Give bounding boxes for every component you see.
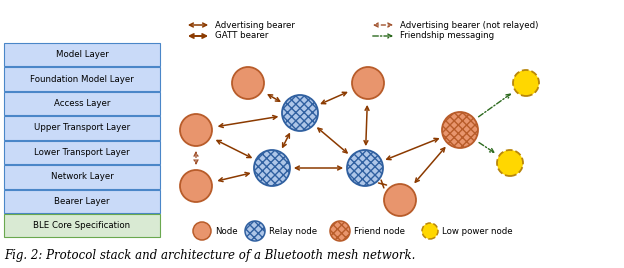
Text: Lower Transport Layer: Lower Transport Layer — [34, 148, 130, 157]
FancyBboxPatch shape — [4, 165, 160, 189]
Circle shape — [245, 221, 265, 241]
FancyBboxPatch shape — [4, 68, 160, 91]
Text: Bearer Layer: Bearer Layer — [54, 197, 110, 206]
Circle shape — [422, 223, 438, 239]
FancyBboxPatch shape — [4, 189, 160, 213]
Circle shape — [442, 112, 478, 148]
FancyBboxPatch shape — [4, 116, 160, 140]
Text: Advertising bearer: Advertising bearer — [215, 20, 295, 29]
FancyBboxPatch shape — [4, 43, 160, 66]
Text: Foundation Model Layer: Foundation Model Layer — [30, 75, 134, 84]
Text: Friendship messaging: Friendship messaging — [400, 32, 494, 40]
Text: Model Layer: Model Layer — [56, 50, 109, 59]
Circle shape — [352, 67, 384, 99]
FancyBboxPatch shape — [4, 214, 160, 237]
Circle shape — [180, 114, 212, 146]
Text: Friend node: Friend node — [354, 226, 405, 236]
Text: Node: Node — [215, 226, 238, 236]
Text: Advertising bearer (not relayed): Advertising bearer (not relayed) — [400, 20, 539, 29]
FancyBboxPatch shape — [4, 92, 160, 115]
Circle shape — [180, 170, 212, 202]
Text: Relay node: Relay node — [269, 226, 317, 236]
Circle shape — [347, 150, 383, 186]
Circle shape — [497, 150, 523, 176]
Text: GATT bearer: GATT bearer — [215, 32, 268, 40]
Text: Access Layer: Access Layer — [54, 99, 110, 108]
Text: Network Layer: Network Layer — [51, 172, 114, 181]
Text: Low power node: Low power node — [442, 226, 513, 236]
Text: BLE Core Specification: BLE Core Specification — [34, 221, 130, 230]
Circle shape — [330, 221, 350, 241]
Text: Fig. 2: Protocol stack and architecture of a Bluetooth mesh network.: Fig. 2: Protocol stack and architecture … — [4, 248, 416, 262]
Circle shape — [193, 222, 211, 240]
Circle shape — [232, 67, 264, 99]
Circle shape — [384, 184, 416, 216]
Text: Upper Transport Layer: Upper Transport Layer — [34, 124, 130, 132]
Circle shape — [254, 150, 290, 186]
Circle shape — [282, 95, 318, 131]
FancyBboxPatch shape — [4, 141, 160, 164]
Circle shape — [513, 70, 539, 96]
